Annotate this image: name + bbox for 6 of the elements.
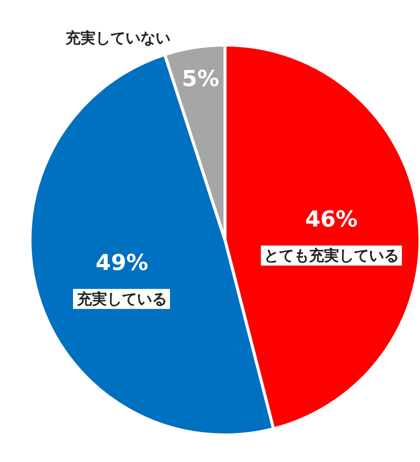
slice-label: とても充実している xyxy=(264,246,399,265)
data-label: 49% xyxy=(96,250,148,276)
slice-label: 充実していない xyxy=(64,29,171,47)
data-label: 46% xyxy=(305,208,358,233)
slice-label: 充実している xyxy=(76,290,168,308)
data-label: 5% xyxy=(182,66,220,92)
